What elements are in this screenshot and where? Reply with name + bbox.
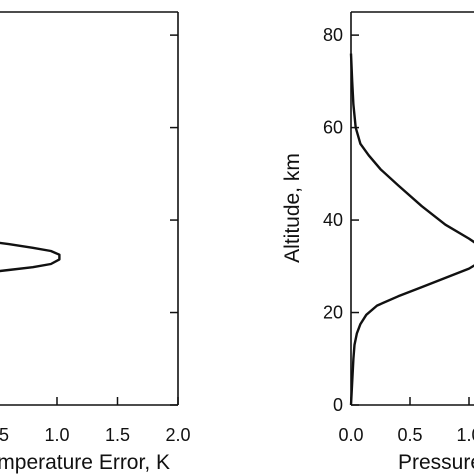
left-x-tick-label: 0.5 xyxy=(0,425,9,445)
pressure-error-panel: 0.0 0.5 1.0 0 20 40 60 80 Altitude, km Pressure… xyxy=(281,11,474,474)
right-y-tick-label: 40 xyxy=(323,210,343,230)
right-y-tick-label: 80 xyxy=(323,25,343,45)
right-x-tick-label: 1.0 xyxy=(456,425,474,445)
temperature-error-panel: 0.00.51.01.52.0 Temperature Error, K xyxy=(0,11,191,474)
right-y-tick-label: 60 xyxy=(323,118,343,138)
right-x-tick-label: 0.5 xyxy=(397,425,422,445)
left-x-axis-label: Temperature Error, K xyxy=(0,451,170,474)
right-y-tick-label: 20 xyxy=(323,303,343,323)
right-y-axis-label: Altitude, km xyxy=(281,153,304,263)
left-tick-labels: 0.00.51.01.52.0 xyxy=(0,425,191,445)
left-x-tick-label: 1.5 xyxy=(105,425,130,445)
right-x-tick-label: 0.0 xyxy=(338,425,363,445)
left-x-tick-label: 2.0 xyxy=(165,425,190,445)
left-ticks xyxy=(56,34,179,406)
right-y-tick-label: 0 xyxy=(333,395,343,415)
right-tick-labels: 0.0 0.5 1.0 0 20 40 60 80 xyxy=(323,25,474,445)
left-x-tick-label: 1.0 xyxy=(44,425,69,445)
right-x-axis-label: Pressure Error, % xyxy=(398,451,474,474)
right-ticks xyxy=(350,34,470,406)
pressure-error-curve xyxy=(349,53,474,406)
temperature-error-curve xyxy=(0,241,61,273)
